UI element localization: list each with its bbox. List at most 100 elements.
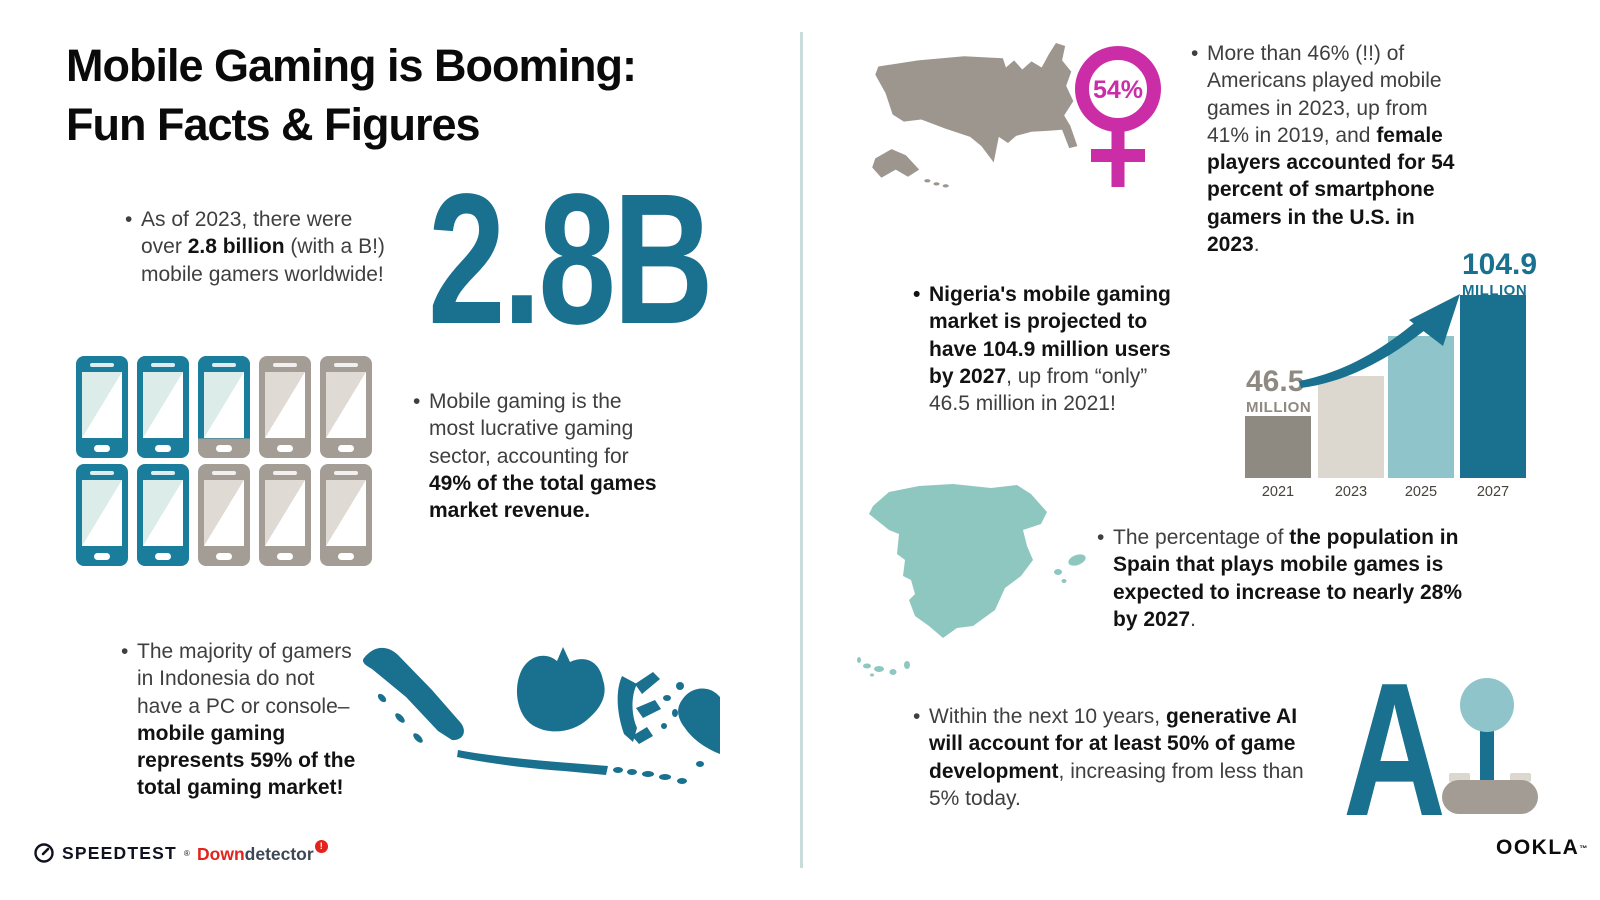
downdetector-label-down: Down [197, 844, 245, 864]
fact-ai-pre: Within the next 10 years, [929, 705, 1166, 728]
fact-usa-bold: female players accounted for 54 percent … [1207, 123, 1455, 257]
fact-indonesia-pre: The majority of gamers in Indonesia do n… [137, 640, 352, 718]
new-guinea-shape [678, 688, 720, 754]
fact-usa-post: . [1253, 233, 1260, 257]
phone-speaker [90, 471, 114, 475]
phone-icon [320, 464, 372, 566]
fact-gamers: As of 2023, there were over 2.8 billion … [124, 206, 391, 288]
fact-revenue: Mobile gaming is the most lucrative gami… [412, 388, 669, 524]
joystick-button-left [1449, 773, 1470, 782]
phone-home-button [94, 553, 110, 560]
phone-icon [76, 464, 128, 566]
female-symbol-icon: 54% [1075, 46, 1161, 187]
phone-screen [204, 480, 244, 546]
speedtest-label: SPEEDTEST [62, 842, 177, 863]
chart-year-label: 2023 [1334, 484, 1368, 500]
phone-speaker [90, 363, 114, 367]
growth-arrow-icon [1299, 294, 1460, 388]
chart-label-2027: 104.9 MILLION [1462, 250, 1537, 299]
sulawesi-shape [617, 676, 637, 742]
fact-spain-post: . [1190, 607, 1196, 631]
ookla-trademark: ™ [1579, 843, 1589, 853]
chart-label-2021-unit: MILLION [1246, 399, 1312, 416]
phone-icon [76, 356, 128, 458]
page-title-line2: Fun Facts & Figures [66, 99, 481, 151]
fact-revenue-bold: 49% of the total games market revenue. [429, 471, 657, 523]
phone-screen [143, 480, 183, 546]
indonesia-map [362, 647, 720, 784]
canary-islands-shape [857, 657, 910, 677]
fact-gamers-pre: As of 2023, there were over [141, 208, 353, 259]
phone-home-button [155, 553, 171, 560]
fact-indonesia-bold: mobile gaming represents 59% of the tota… [137, 721, 356, 800]
nigeria-users-bar-chart: 2021 2023 2025 2027 [1245, 295, 1526, 500]
phone-grid [76, 356, 396, 568]
fact-spain: The percentage of the population in Spai… [1096, 524, 1475, 633]
phone-speaker [212, 363, 236, 367]
spain-mainland-shape [869, 484, 1047, 638]
phone-icon [137, 356, 189, 458]
phone-screen [82, 480, 122, 546]
fact-gamers-bold: 2.8 billion [187, 235, 285, 259]
joystick-base [1442, 780, 1538, 814]
phone-icon [198, 464, 250, 566]
phone-home-button [216, 445, 232, 452]
phone-speaker [212, 471, 236, 475]
fact-revenue-pre: Mobile gaming is the most lucrative gami… [429, 390, 634, 468]
chart-bar-2025 [1388, 336, 1454, 478]
chart-label-2027-unit: MILLION [1462, 282, 1528, 299]
divider-line [800, 32, 803, 868]
chart-bar-2021 [1245, 416, 1311, 478]
java-shape [457, 750, 608, 775]
phone-screen [326, 372, 366, 438]
fact-nigeria-bold: Nigeria's mobile gaming market is projec… [929, 283, 1171, 388]
phone-icon [320, 356, 372, 458]
phone-speaker [334, 363, 358, 367]
phone-speaker [151, 471, 175, 475]
ookla-label: OOKLA [1496, 836, 1580, 859]
phone-speaker [151, 363, 175, 367]
speedtest-logo: SPEEDTEST ® [33, 842, 190, 864]
phone-speaker [334, 471, 358, 475]
chart-year-label: 2027 [1476, 484, 1510, 500]
phone-screen [143, 372, 183, 438]
fact-usa-pre: More than 46% (!!) of Americans played m… [1207, 42, 1442, 147]
joystick-stick [1480, 726, 1494, 784]
downdetector-label-detector: detector [244, 844, 314, 864]
chart-year-label: 2021 [1261, 484, 1295, 500]
chart-bar-2027 [1460, 295, 1526, 478]
phone-speaker [273, 471, 297, 475]
page-title-line1: Mobile Gaming is Booming: [66, 40, 637, 91]
chart-year-label: 2025 [1404, 484, 1438, 500]
phone-screen [265, 480, 305, 546]
speedtest-gauge-icon [34, 843, 54, 863]
us-map [872, 42, 1078, 188]
phone-home-button [94, 445, 110, 452]
ai-letter-a: A [1343, 644, 1446, 856]
spain-map [857, 484, 1086, 677]
alaska-shape [872, 149, 920, 178]
phone-screen [326, 480, 366, 546]
fact-indonesia: The majority of gamers in Indonesia do n… [120, 638, 365, 802]
fact-ai-bold: generative AI will account for at least … [929, 705, 1298, 783]
sumatra-shape [362, 647, 464, 741]
phone-speaker [273, 363, 297, 367]
speedtest-trademark: ® [183, 848, 190, 858]
big-stat-2-8b: 2.8B [428, 156, 714, 363]
joystick-button-right [1510, 773, 1531, 782]
fact-ai: Within the next 10 years, generative AI … [912, 703, 1311, 812]
fact-gamers-post: (with a B!) mobile gamers worldwide! [141, 235, 385, 286]
fact-ai-post: , increasing from less than 5% today. [929, 759, 1304, 810]
page-title: Mobile Gaming is Booming: Fun Facts & Fi… [66, 36, 637, 155]
chart-label-2021: 46.5 MILLION [1246, 365, 1312, 416]
chart-label-2021-value: 46.5 [1246, 365, 1305, 398]
phone-screen [265, 372, 305, 438]
fact-usa: More than 46% (!!) of Americans played m… [1190, 40, 1469, 258]
fact-nigeria: Nigeria's mobile gaming market is projec… [912, 281, 1174, 417]
borneo-shape [516, 647, 605, 732]
phone-home-button [216, 553, 232, 560]
us-mainland-shape [875, 42, 1078, 163]
phone-home-button [277, 553, 293, 560]
downdetector-alert-icon: ! [314, 840, 328, 853]
